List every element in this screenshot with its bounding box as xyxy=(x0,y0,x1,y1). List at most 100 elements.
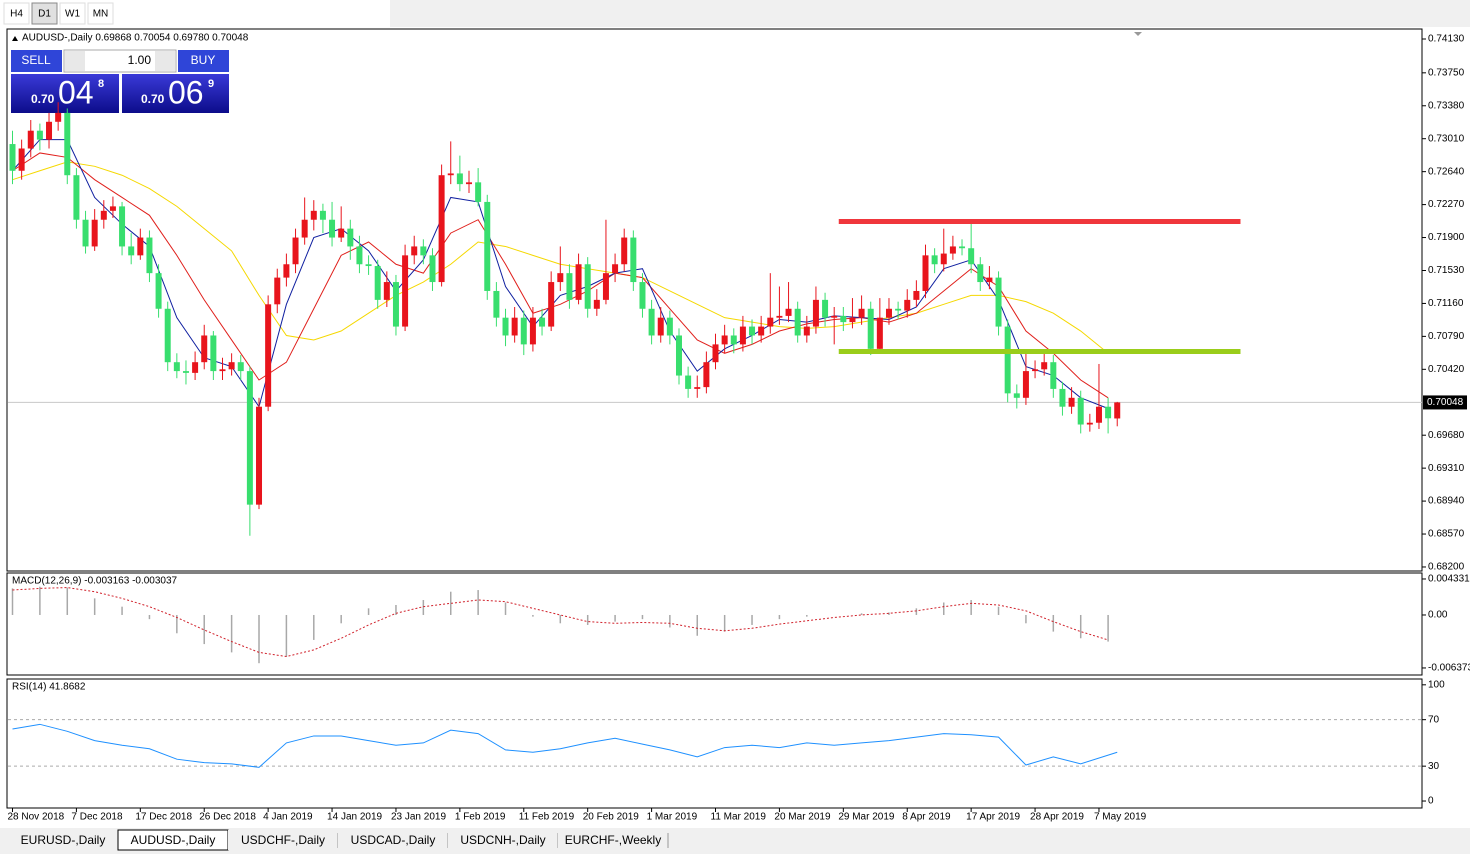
candle-body xyxy=(36,130,43,140)
candle-body xyxy=(940,253,947,265)
candle-body xyxy=(9,144,16,171)
candle-body xyxy=(493,290,500,318)
candle-body xyxy=(913,290,920,300)
y-tick-label: 100 xyxy=(1428,679,1445,690)
candle-body xyxy=(219,369,226,372)
chart-tab[interactable] xyxy=(8,830,118,850)
tab-label[interactable]: EURUSD-,Daily xyxy=(21,833,106,847)
candle-body xyxy=(91,219,98,247)
sell-label[interactable]: SELL xyxy=(21,53,51,67)
lot-value[interactable]: 1.00 xyxy=(128,53,152,67)
candle-body xyxy=(849,317,856,323)
candle-body xyxy=(109,206,116,211)
chart-tab[interactable] xyxy=(558,830,668,850)
y-tick-label: 30 xyxy=(1428,761,1440,772)
tab-label[interactable]: USDCNH-,Daily xyxy=(460,833,545,847)
y-tick-label: 0 xyxy=(1428,796,1434,807)
timeframe-label[interactable]: H4 xyxy=(10,9,23,20)
candle-body xyxy=(959,246,966,249)
macd-panel xyxy=(6,572,1423,676)
main-panel xyxy=(6,28,1423,572)
lot-input[interactable] xyxy=(63,49,177,73)
x-tick-label: 8 Apr 2019 xyxy=(902,812,951,823)
x-tick-label: 28 Nov 2018 xyxy=(8,812,65,823)
candle-body xyxy=(694,387,701,389)
candle-body xyxy=(867,308,874,349)
y-tick-label: 0.73750 xyxy=(1428,67,1465,78)
tab-label[interactable]: EURCHF-,Weekly xyxy=(565,833,661,847)
timeframe-button[interactable] xyxy=(31,2,58,25)
candle-body xyxy=(119,206,126,247)
timeframe-label[interactable]: MN xyxy=(93,9,109,20)
timeframe-label[interactable]: W1 xyxy=(65,9,80,20)
candle-body xyxy=(776,315,783,318)
tab-label[interactable]: USDCHF-,Daily xyxy=(241,833,325,847)
x-tick-label: 7 Dec 2018 xyxy=(71,812,123,823)
candle-body xyxy=(1068,397,1075,407)
candle-body xyxy=(529,317,536,345)
candle-body xyxy=(666,317,673,336)
candle-body xyxy=(146,237,153,274)
x-tick-label: 4 Jan 2019 xyxy=(263,812,313,823)
timeframe-button[interactable] xyxy=(3,2,30,25)
candle-body xyxy=(520,317,527,345)
candle-body xyxy=(456,173,463,185)
candle-body xyxy=(511,317,518,336)
candle-body xyxy=(675,335,682,376)
candle-body xyxy=(310,210,317,220)
buy-price-box[interactable] xyxy=(122,74,229,113)
buy-label[interactable]: BUY xyxy=(191,53,216,67)
sell-price-box[interactable] xyxy=(11,74,119,113)
candle-body xyxy=(794,308,801,336)
y-tick-label: -0.006373 xyxy=(1428,663,1470,674)
sell-button[interactable] xyxy=(11,50,62,72)
candle-body xyxy=(365,264,372,267)
candle-body xyxy=(922,255,929,291)
candle-body xyxy=(338,228,345,238)
candle-body xyxy=(329,219,336,238)
candle-body xyxy=(1059,388,1066,407)
trade-panel: SELL 1.00 BUY 0.70 04 8 0.70 06 9 xyxy=(11,49,229,113)
candle-body xyxy=(548,282,555,327)
candle-body xyxy=(128,246,135,256)
timeframe-button[interactable] xyxy=(59,2,86,25)
sell-price-prefix: 0.70 xyxy=(31,92,55,106)
candle-body xyxy=(502,317,509,336)
tab-label[interactable]: AUDUSD-,Daily xyxy=(131,833,216,847)
candle-body xyxy=(73,175,80,220)
candle-body xyxy=(1041,362,1048,370)
candle-body xyxy=(438,175,445,283)
toolbar-area xyxy=(0,0,390,27)
chart-tab[interactable] xyxy=(228,830,338,850)
timeframe-button[interactable] xyxy=(87,2,114,25)
candle-body xyxy=(18,148,25,171)
y-tick-label: 70 xyxy=(1428,714,1440,725)
timeframe-label[interactable]: D1 xyxy=(38,9,51,20)
buy-button[interactable] xyxy=(178,50,229,72)
candle-body xyxy=(27,130,34,149)
candle-body xyxy=(904,299,911,311)
chart-tab[interactable] xyxy=(338,830,448,850)
chart-tab[interactable] xyxy=(448,830,558,850)
candle-body xyxy=(1077,397,1084,425)
candle-body xyxy=(703,362,710,388)
y-tick-label: 0.72640 xyxy=(1428,166,1465,177)
candle-body xyxy=(173,362,180,372)
y-tick-label: 0.70420 xyxy=(1428,364,1465,375)
tab-label[interactable]: USDCAD-,Daily xyxy=(351,833,436,847)
lot-up[interactable] xyxy=(155,51,175,71)
candle-body xyxy=(1004,326,1011,394)
y-tick-label: 0.004331 xyxy=(1428,574,1470,585)
y-tick-label: 0.68570 xyxy=(1428,529,1465,540)
candle-body xyxy=(657,317,664,336)
moving-average xyxy=(12,152,1109,399)
candle-body xyxy=(392,282,399,327)
lot-down[interactable] xyxy=(65,51,85,71)
candle-body xyxy=(739,326,746,345)
candle-body xyxy=(895,308,902,311)
x-tick-label: 11 Mar 2019 xyxy=(711,812,767,823)
candle-body xyxy=(383,282,390,300)
x-tick-label: 17 Dec 2018 xyxy=(135,812,192,823)
collapse-icon xyxy=(12,36,18,41)
